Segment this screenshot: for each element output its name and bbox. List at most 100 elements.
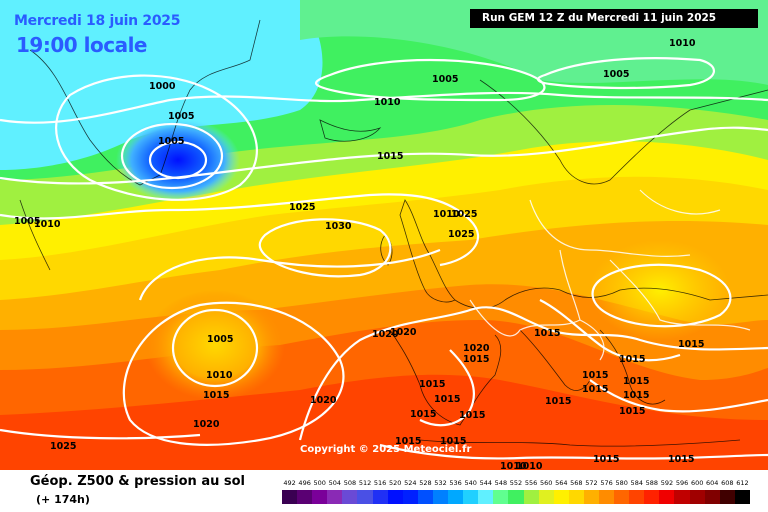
scale-swatch xyxy=(734,490,750,504)
legend-footer: Géop. Z500 & pression au sol (+ 174h) 49… xyxy=(0,470,768,512)
scale-label: 532 xyxy=(434,479,447,487)
forecast-time: 19:00 locale xyxy=(16,33,148,57)
color-scale-bar xyxy=(282,490,750,504)
scale-swatch xyxy=(614,490,630,504)
scale-swatch xyxy=(417,490,433,504)
isobar-label: 1015 xyxy=(668,454,694,465)
scale-swatch xyxy=(372,490,388,504)
scale-swatch xyxy=(478,490,494,504)
isobar-label: 1005 xyxy=(168,111,194,122)
scale-swatch xyxy=(448,490,464,504)
isobar-label: 1015 xyxy=(377,151,403,162)
isobar-label: 1025 xyxy=(289,202,315,213)
isobar-label: 1015 xyxy=(619,354,645,365)
scale-label: 580 xyxy=(615,479,628,487)
isobar-label: 1015 xyxy=(623,390,649,401)
scale-label: 544 xyxy=(479,479,493,487)
scale-swatch xyxy=(689,490,705,504)
scale-swatch xyxy=(387,490,403,504)
scale-label: 524 xyxy=(404,479,417,487)
band-cyan xyxy=(0,0,323,170)
scale-swatch xyxy=(659,490,675,504)
scale-swatch xyxy=(342,490,358,504)
scale-label: 548 xyxy=(494,479,508,487)
scale-label: 608 xyxy=(721,479,734,487)
scale-swatch xyxy=(583,490,599,504)
scale-label: 556 xyxy=(524,479,538,487)
scale-label: 564 xyxy=(555,479,568,487)
copyright-text: Copyright © 2025 Meteociel.fr xyxy=(300,444,472,455)
scale-swatch xyxy=(553,490,569,504)
scale-label: 504 xyxy=(328,479,342,487)
isobar-label: 1015 xyxy=(593,454,619,465)
scale-label: 536 xyxy=(449,479,462,487)
scale-swatch xyxy=(493,490,509,504)
isobar-label: 1005 xyxy=(207,334,233,345)
legend-title: Géop. Z500 & pression au sol xyxy=(30,474,245,489)
ridge-east-europe xyxy=(590,240,730,340)
isobar-label: 1010 xyxy=(500,461,527,470)
isobar-label: 1015 xyxy=(203,390,229,401)
isobar-label: 1000 xyxy=(149,81,176,92)
scale-label: 508 xyxy=(343,479,357,487)
isobar-label: 1010 xyxy=(206,370,233,381)
isobar-label: 1015 xyxy=(678,339,704,350)
scale-label: 568 xyxy=(570,479,583,487)
isobar-label: 1030 xyxy=(325,221,352,232)
isobar-label: 1005 xyxy=(603,69,629,80)
scale-label: 496 xyxy=(298,479,311,487)
scale-label: 512 xyxy=(358,479,372,487)
scale-label: 612 xyxy=(736,479,749,487)
scale-swatch xyxy=(357,490,373,504)
isobar-label: 1010 xyxy=(516,461,543,470)
isobar-label: 1005 xyxy=(432,74,458,85)
scale-swatch xyxy=(312,490,328,504)
scale-swatch xyxy=(674,490,690,504)
isobar-label: 1005 xyxy=(158,136,184,147)
isobar-label: 1020 xyxy=(463,343,490,354)
isobar-label: 1020 xyxy=(372,329,399,340)
isobar-label: 1015 xyxy=(619,406,645,417)
isobar-label: 1015 xyxy=(623,376,649,387)
band-red xyxy=(0,374,768,470)
isobar-label: 1015 xyxy=(459,410,485,421)
scale-swatch xyxy=(568,490,584,504)
isobar-label: 1020 xyxy=(390,327,417,338)
ridge-atlantic xyxy=(145,290,285,400)
color-scale-labels: 492 496 500 504 508 512 516 520 524 528 532 536 540 5… xyxy=(282,479,750,489)
coastlines xyxy=(19,19,768,447)
isobar-label: 1020 xyxy=(193,419,220,430)
scale-label: 520 xyxy=(389,479,402,487)
scale-label: 592 xyxy=(660,479,674,487)
isobar-labels: 1000 1005 1005 1005 1010 1005 1010 1015 … xyxy=(14,38,704,470)
scale-swatch xyxy=(327,490,343,504)
isobar-label: 1025 xyxy=(448,229,474,240)
isobars xyxy=(0,57,768,460)
scale-swatch xyxy=(508,490,524,504)
isobar-label: 1015 xyxy=(395,436,421,447)
scale-swatch xyxy=(644,490,660,504)
isobar-label: 1015 xyxy=(582,370,608,381)
isobar-label: 1005 xyxy=(14,216,40,227)
scale-swatch xyxy=(598,490,615,504)
scale-label: 604 xyxy=(706,479,719,487)
isobar-label: 1015 xyxy=(582,384,608,395)
scale-label: 540 xyxy=(464,479,477,487)
isobar-label: 1015 xyxy=(410,409,436,420)
scale-swatch xyxy=(432,490,449,504)
isobar-label: 1020 xyxy=(310,395,337,406)
scale-label: 584 xyxy=(630,479,643,487)
model-run-banner: Run GEM 12 Z du Mercredi 11 juin 2025 xyxy=(470,9,758,28)
scale-swatch xyxy=(719,490,735,504)
scale-label: 572 xyxy=(585,479,598,487)
forecast-date: Mercredi 18 juin 2025 xyxy=(14,13,181,29)
scale-label: 576 xyxy=(600,479,613,487)
country-borders xyxy=(469,189,751,361)
scale-swatch xyxy=(523,490,539,504)
isobar-label: 1015 xyxy=(440,436,466,447)
isobar-label: 1010 xyxy=(433,209,460,220)
isobar-label: 1015 xyxy=(419,379,445,390)
scale-swatch xyxy=(704,490,720,504)
isobar-label: 1015 xyxy=(545,396,571,407)
